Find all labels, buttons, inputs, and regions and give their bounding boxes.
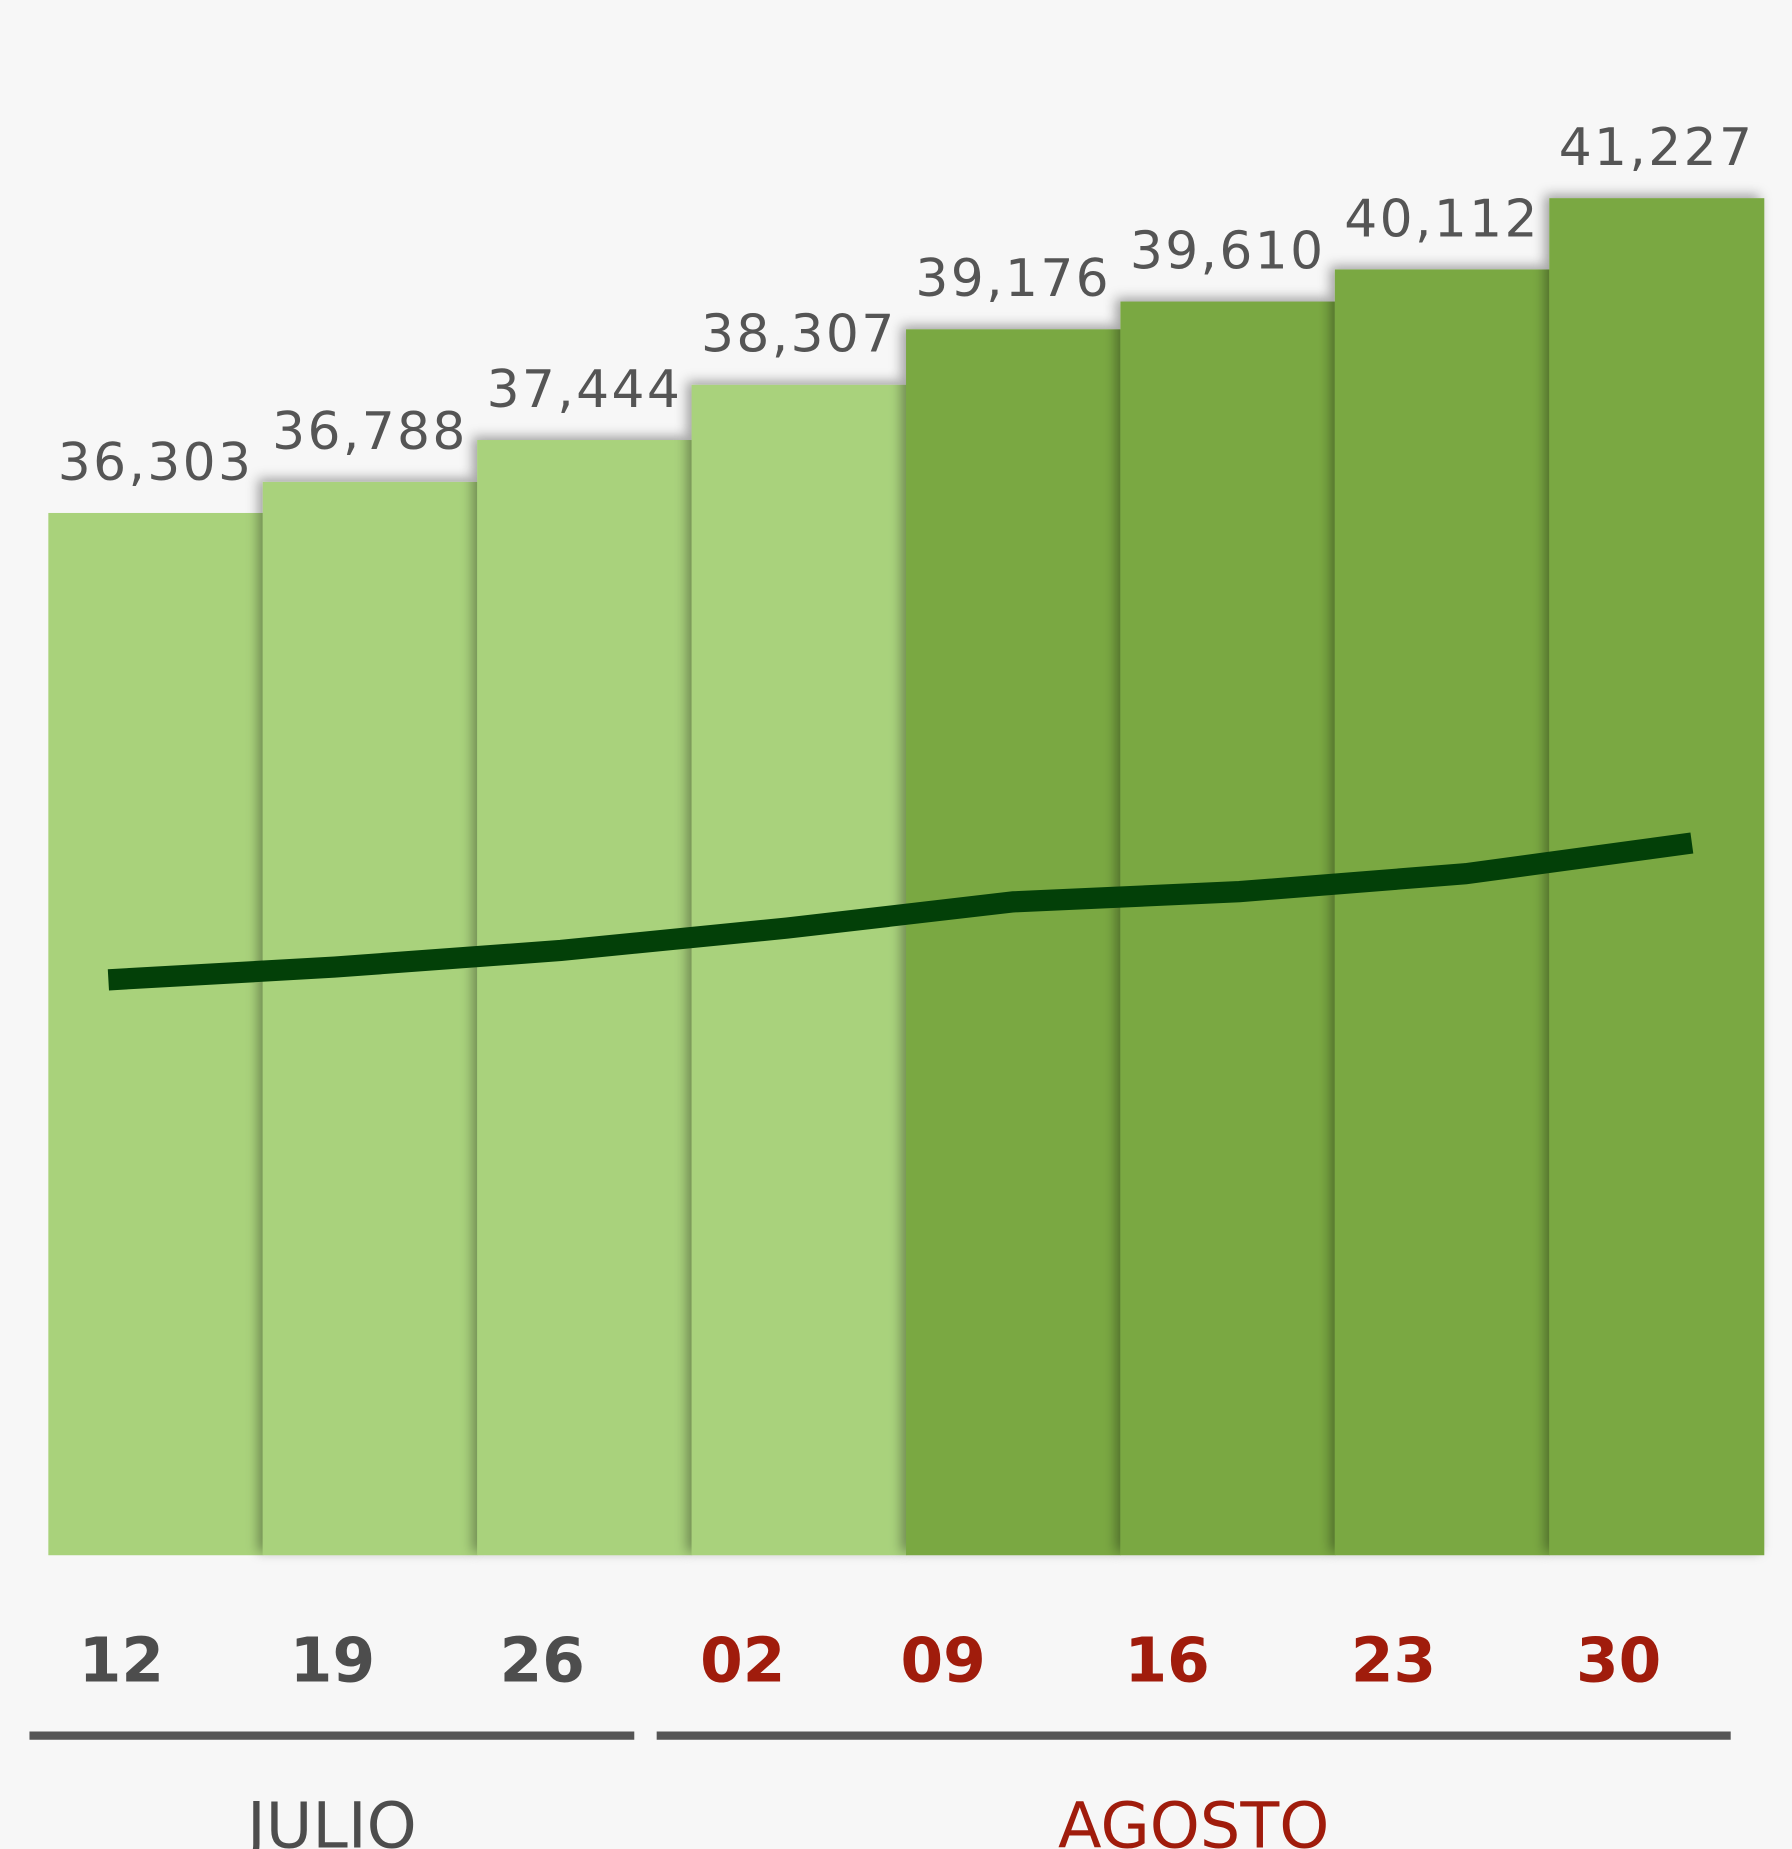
- bar: [48, 512, 264, 1556]
- x-tick-label: 19: [290, 1625, 375, 1696]
- value-label: 38,307: [701, 305, 897, 365]
- x-tick-label: 09: [901, 1625, 986, 1696]
- x-tick-label: 23: [1351, 1625, 1436, 1696]
- x-tick-label: 16: [1125, 1625, 1210, 1696]
- bar: [691, 384, 907, 1556]
- value-label: 39,610: [1130, 221, 1326, 281]
- value-label: 41,227: [1559, 118, 1755, 178]
- bar: [906, 329, 1122, 1556]
- bar: [262, 481, 478, 1556]
- bar: [1120, 301, 1336, 1556]
- x-tick-label: 26: [500, 1625, 585, 1696]
- value-label: 39,176: [915, 249, 1111, 309]
- bar: [1549, 198, 1765, 1556]
- group-label: AGOSTO: [1058, 1789, 1329, 1849]
- x-tick-label: 02: [700, 1625, 785, 1696]
- bar: [477, 440, 693, 1556]
- value-label: 40,112: [1344, 189, 1540, 249]
- x-tick-label: 30: [1576, 1625, 1661, 1696]
- group-label: JULIO: [243, 1789, 417, 1849]
- bar: [1334, 269, 1550, 1556]
- line: [107, 832, 1694, 991]
- value-label: 36,303: [58, 433, 254, 493]
- value-label: 36,788: [272, 402, 468, 462]
- value-label: 37,444: [487, 360, 683, 420]
- x-tick-label: 12: [79, 1625, 164, 1696]
